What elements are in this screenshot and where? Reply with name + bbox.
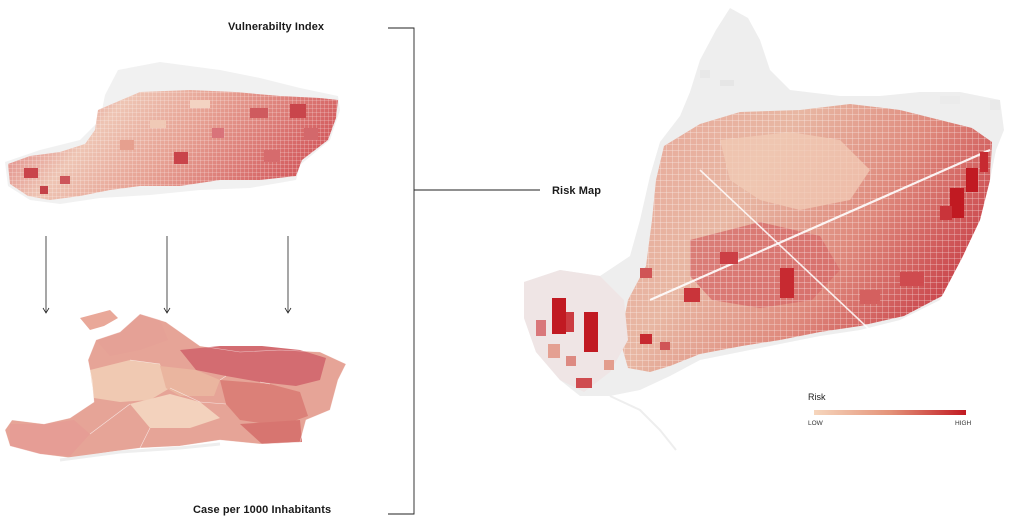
- legend-high-label: HIGH: [955, 420, 972, 427]
- risk-map: [524, 8, 1004, 451]
- bracket-connector: [388, 27, 540, 515]
- vulnerability-index-label: Vulnerabilty Index: [228, 21, 325, 33]
- legend-color-bar: [814, 410, 966, 415]
- arrows-down: [42, 236, 292, 314]
- vulnerability-index-map: [5, 62, 340, 204]
- legend-title: Risk: [808, 392, 826, 402]
- cases-per-1000-label: Case per 1000 Inhabitants: [193, 504, 332, 516]
- legend-low-label: LOW: [808, 420, 823, 427]
- cases-per-1000-map: [4, 310, 347, 462]
- risk-map-label: Risk Map: [552, 185, 602, 197]
